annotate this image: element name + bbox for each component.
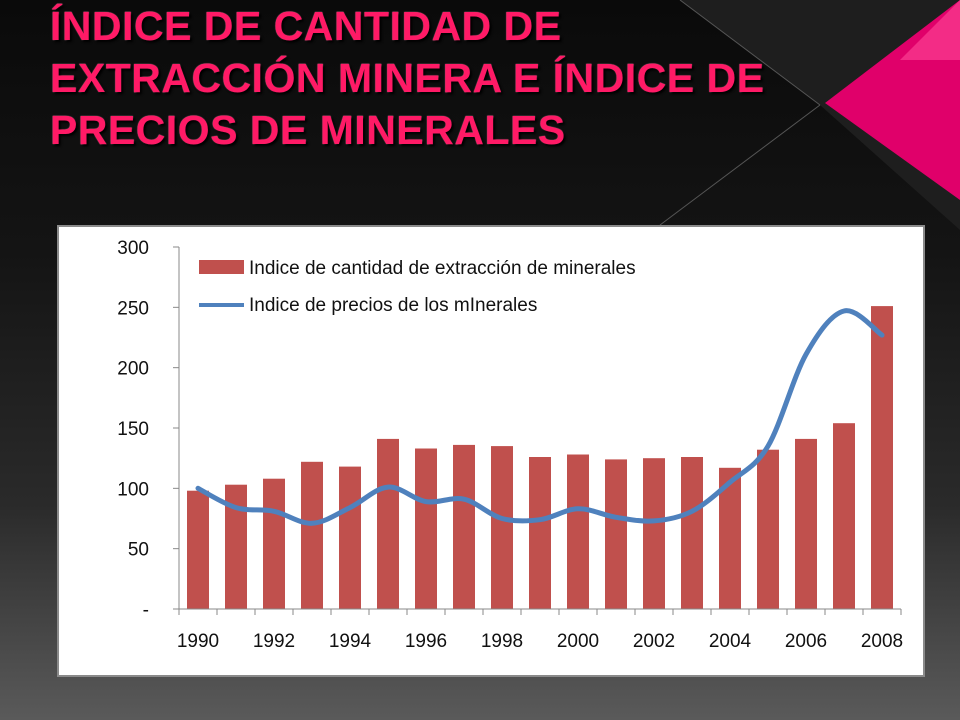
bar-1995 [377, 438, 399, 609]
pink-accent-highlight [900, 0, 960, 60]
legend: Indice de cantidad de extracción de mine… [199, 258, 636, 316]
y-tick-label: 100 [117, 479, 149, 500]
bar-1990 [187, 490, 209, 609]
x-tick-label: 2000 [557, 631, 599, 652]
legend-line-label: Indice de precios de los mInerales [249, 295, 537, 316]
legend-bar-swatch [199, 260, 244, 274]
y-tick-label: 200 [117, 359, 149, 380]
bar-2000 [567, 454, 589, 609]
y-tick-label: 250 [117, 298, 149, 319]
x-tick-label: 1998 [481, 631, 523, 652]
bar-2008 [871, 306, 893, 609]
y-tick-label: - [143, 600, 149, 621]
x-tick-label: 2004 [709, 631, 752, 652]
y-tick-label: 150 [117, 419, 149, 440]
bar-2004 [719, 467, 741, 609]
bar-1998 [491, 446, 513, 609]
bar-1993 [301, 461, 323, 609]
bars-layer [187, 306, 893, 609]
y-tick-label: 300 [117, 238, 149, 259]
chart-svg: 300 250 200 150 100 50 - 1990 1992 1994 1996 1998 2… [117, 238, 903, 652]
line-layer [195, 308, 885, 526]
x-tick-label: 1994 [329, 631, 372, 652]
x-tick-label: 2002 [633, 631, 675, 652]
bar-2006 [795, 438, 817, 609]
bar-1999 [529, 457, 551, 609]
bar-1996 [415, 448, 437, 609]
y-tick-label: 50 [128, 540, 149, 561]
bar-1992 [263, 478, 285, 609]
bar-2001 [605, 459, 627, 609]
bar-1994 [339, 466, 361, 609]
bar-2003 [681, 457, 703, 609]
x-tick-label: 1992 [253, 631, 295, 652]
x-tick-label: 1990 [177, 631, 219, 652]
bar-1991 [225, 484, 247, 609]
bar-2007 [833, 423, 855, 609]
legend-bar-label: Indice de cantidad de extracción de mine… [249, 258, 636, 279]
chart-frame: 300 250 200 150 100 50 - 1990 1992 1994 1996 1998 2… [57, 225, 925, 677]
slide-title: ÍNDICE DE CANTIDAD DE EXTRACCIÓN MINERA … [50, 3, 765, 153]
x-tick-label: 2006 [785, 631, 827, 652]
decor-line [679, 0, 821, 106]
x-tick-label: 2008 [861, 631, 903, 652]
x-tick-label: 1996 [405, 631, 447, 652]
decor-line [659, 104, 821, 226]
y-tick-labels: 300 250 200 150 100 50 - [117, 238, 179, 621]
bar-2005 [757, 449, 779, 609]
bar-1997 [453, 444, 475, 609]
x-tick-labels: 1990 1992 1994 1996 1998 2000 2002 2004 2006 2008 [177, 609, 903, 652]
bar-2002 [643, 458, 665, 609]
